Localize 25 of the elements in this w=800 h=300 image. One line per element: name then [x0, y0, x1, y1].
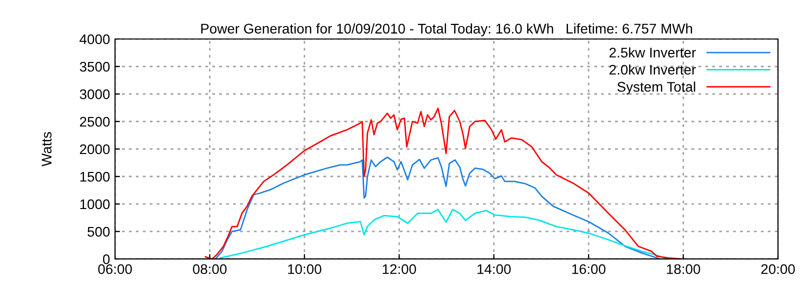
x-tick-label: 18:00 [666, 264, 700, 274]
legend-label: 2.5kw Inverter [610, 47, 696, 58]
y-tick-label: 0 [103, 254, 110, 264]
y-tick-label: 1000 [80, 199, 110, 210]
legend-label: 2.0kw Inverter [610, 64, 696, 75]
legend-label: System Total [617, 82, 696, 95]
x-tick-label: 14:00 [478, 264, 511, 274]
y-tick-label: 500 [88, 226, 110, 237]
y-tick-label: 3500 [80, 62, 110, 72]
y-tick-label: 2000 [80, 144, 110, 154]
y-tick-label: 4000 [80, 34, 110, 44]
line-series [214, 156, 660, 259]
y-axis-title: Watts [42, 132, 52, 166]
chart-title: Power Generation for 10/09/2010 - Total Today: 16.0 kWh Lifetime: 6.757 MWh [201, 23, 692, 36]
x-tick-label: 06:00 [98, 264, 132, 274]
line-series [204, 108, 682, 259]
x-tick-label: 16:00 [572, 264, 606, 274]
x-tick-label: 12:00 [382, 264, 416, 274]
y-tick-label: 3000 [80, 89, 110, 100]
y-tick-label: 1500 [80, 172, 110, 182]
x-tick-label: 10:00 [288, 264, 322, 274]
line-series [219, 208, 668, 259]
x-tick-label: 08:00 [192, 264, 227, 274]
x-tick-label: 20:00 [761, 264, 795, 274]
y-tick-label: 2500 [80, 116, 110, 127]
